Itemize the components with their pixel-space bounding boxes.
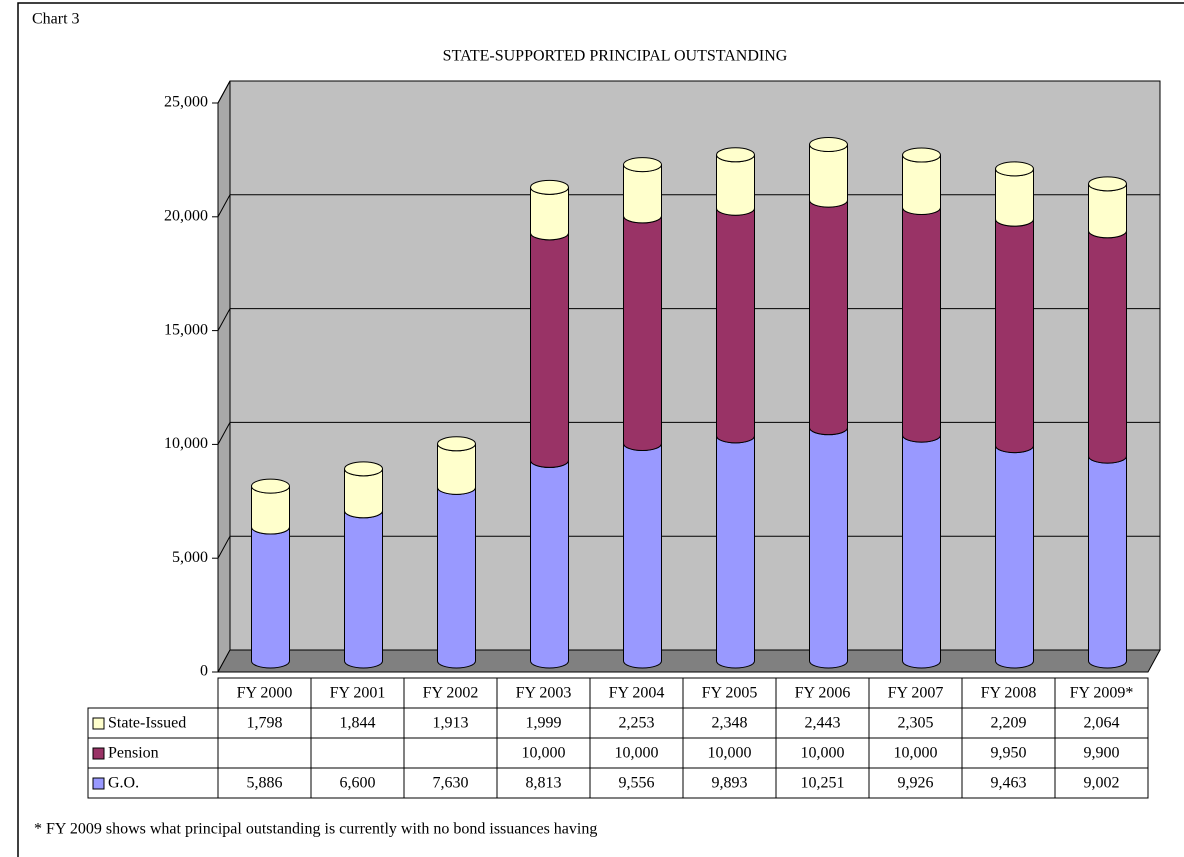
table-value: 10,251 xyxy=(801,775,845,792)
table-value: 8,813 xyxy=(526,775,562,792)
x-tick-label: FY 2002 xyxy=(423,685,479,702)
bar-segment xyxy=(530,460,569,669)
table-value: 1,999 xyxy=(526,715,562,732)
bar-segment xyxy=(530,232,569,468)
legend-swatch xyxy=(92,777,105,790)
x-tick-label: FY 2007 xyxy=(888,685,944,702)
bar-segment xyxy=(995,168,1034,227)
legend-label: State-Issued xyxy=(108,715,186,732)
chart-label: Chart 3 xyxy=(32,11,80,28)
bar-segment xyxy=(716,435,755,669)
bar-cap xyxy=(344,461,383,477)
x-tick-label: FY 2005 xyxy=(702,685,758,702)
table-value: 2,305 xyxy=(898,715,934,732)
table-value: 6,600 xyxy=(340,775,376,792)
y-tick-label: 0 xyxy=(200,663,208,680)
bar-segment xyxy=(902,207,941,443)
y-tick-label: 25,000 xyxy=(164,94,208,111)
bar-segment xyxy=(716,154,755,216)
table-value: 2,348 xyxy=(712,715,748,732)
bar-cap xyxy=(902,147,941,163)
x-tick-label: FY 2001 xyxy=(330,685,386,702)
bar-segment xyxy=(344,510,383,669)
frame xyxy=(17,2,1184,857)
y-tick-label: 15,000 xyxy=(164,321,208,338)
bar-segment xyxy=(437,487,476,669)
bar-segment xyxy=(623,164,662,224)
bar-cap xyxy=(530,179,569,195)
table-value: 10,000 xyxy=(894,745,938,762)
x-tick-label: FY 2000 xyxy=(237,685,293,702)
bar-cap xyxy=(251,478,290,494)
table-value: 7,630 xyxy=(433,775,469,792)
bar-segment xyxy=(437,443,476,495)
bar-segment xyxy=(902,154,941,215)
grid-line xyxy=(217,308,231,331)
table-value: 5,886 xyxy=(247,775,283,792)
bar-segment xyxy=(902,434,941,669)
table-value: 1,844 xyxy=(340,715,376,732)
legend-label: G.O. xyxy=(108,775,139,792)
bar-cap xyxy=(995,161,1034,177)
legend-label: Pension xyxy=(108,745,159,762)
bar-segment xyxy=(716,208,755,444)
bar-segment xyxy=(995,445,1034,669)
bar-cap xyxy=(809,136,848,152)
legend-swatch xyxy=(92,717,105,730)
chart-title: STATE-SUPPORTED PRINCIPAL OUTSTANDING xyxy=(443,48,788,65)
table-value: 9,926 xyxy=(898,775,934,792)
table-value: 1,913 xyxy=(433,715,469,732)
table-value: 9,950 xyxy=(991,745,1027,762)
bar-segment xyxy=(1088,456,1127,669)
table-value: 2,209 xyxy=(991,715,1027,732)
table-value: 10,000 xyxy=(708,745,752,762)
bar-cap xyxy=(623,157,662,173)
grid-line xyxy=(217,194,231,218)
bar-segment xyxy=(1088,183,1127,239)
side-wall xyxy=(217,80,231,673)
x-tick-label: FY 2003 xyxy=(516,685,572,702)
table-value: 10,000 xyxy=(522,745,566,762)
table-value: 9,893 xyxy=(712,775,748,792)
bar-cap xyxy=(1088,176,1127,192)
grid-line xyxy=(217,535,231,559)
legend-swatch xyxy=(92,747,105,760)
bar-segment xyxy=(809,427,848,669)
bar-segment xyxy=(623,443,662,669)
bar-segment xyxy=(251,526,290,669)
table-value: 2,064 xyxy=(1084,715,1120,732)
bar-segment xyxy=(623,215,662,451)
bar-segment xyxy=(1088,230,1127,464)
bar-cap xyxy=(437,436,476,452)
grid-line xyxy=(217,422,231,445)
table-value: 9,900 xyxy=(1084,745,1120,762)
table-value: 2,443 xyxy=(805,715,841,732)
table-value: 2,253 xyxy=(619,715,655,732)
table-value: 10,000 xyxy=(801,745,845,762)
y-tick-label: 5,000 xyxy=(172,549,208,566)
x-tick-label: FY 2006 xyxy=(795,685,851,702)
x-tick-label: FY 2008 xyxy=(981,685,1037,702)
bar-segment xyxy=(995,219,1034,454)
bar-segment xyxy=(809,199,848,436)
bar-cap xyxy=(716,147,755,163)
bar-segment xyxy=(809,144,848,208)
table-value: 10,000 xyxy=(615,745,659,762)
table-value: 9,556 xyxy=(619,775,655,792)
bar-segment xyxy=(530,187,569,241)
table-value: 9,463 xyxy=(991,775,1027,792)
y-tick-label: 20,000 xyxy=(164,207,208,224)
table-value: 1,798 xyxy=(247,715,283,732)
table-value: 9,002 xyxy=(1084,775,1120,792)
footnote: * FY 2009 shows what principal outstandi… xyxy=(34,821,597,838)
grid-line xyxy=(217,80,231,104)
y-tick-label: 10,000 xyxy=(164,435,208,452)
x-tick-label: FY 2004 xyxy=(609,685,665,702)
x-tick-label: FY 2009* xyxy=(1070,685,1134,702)
